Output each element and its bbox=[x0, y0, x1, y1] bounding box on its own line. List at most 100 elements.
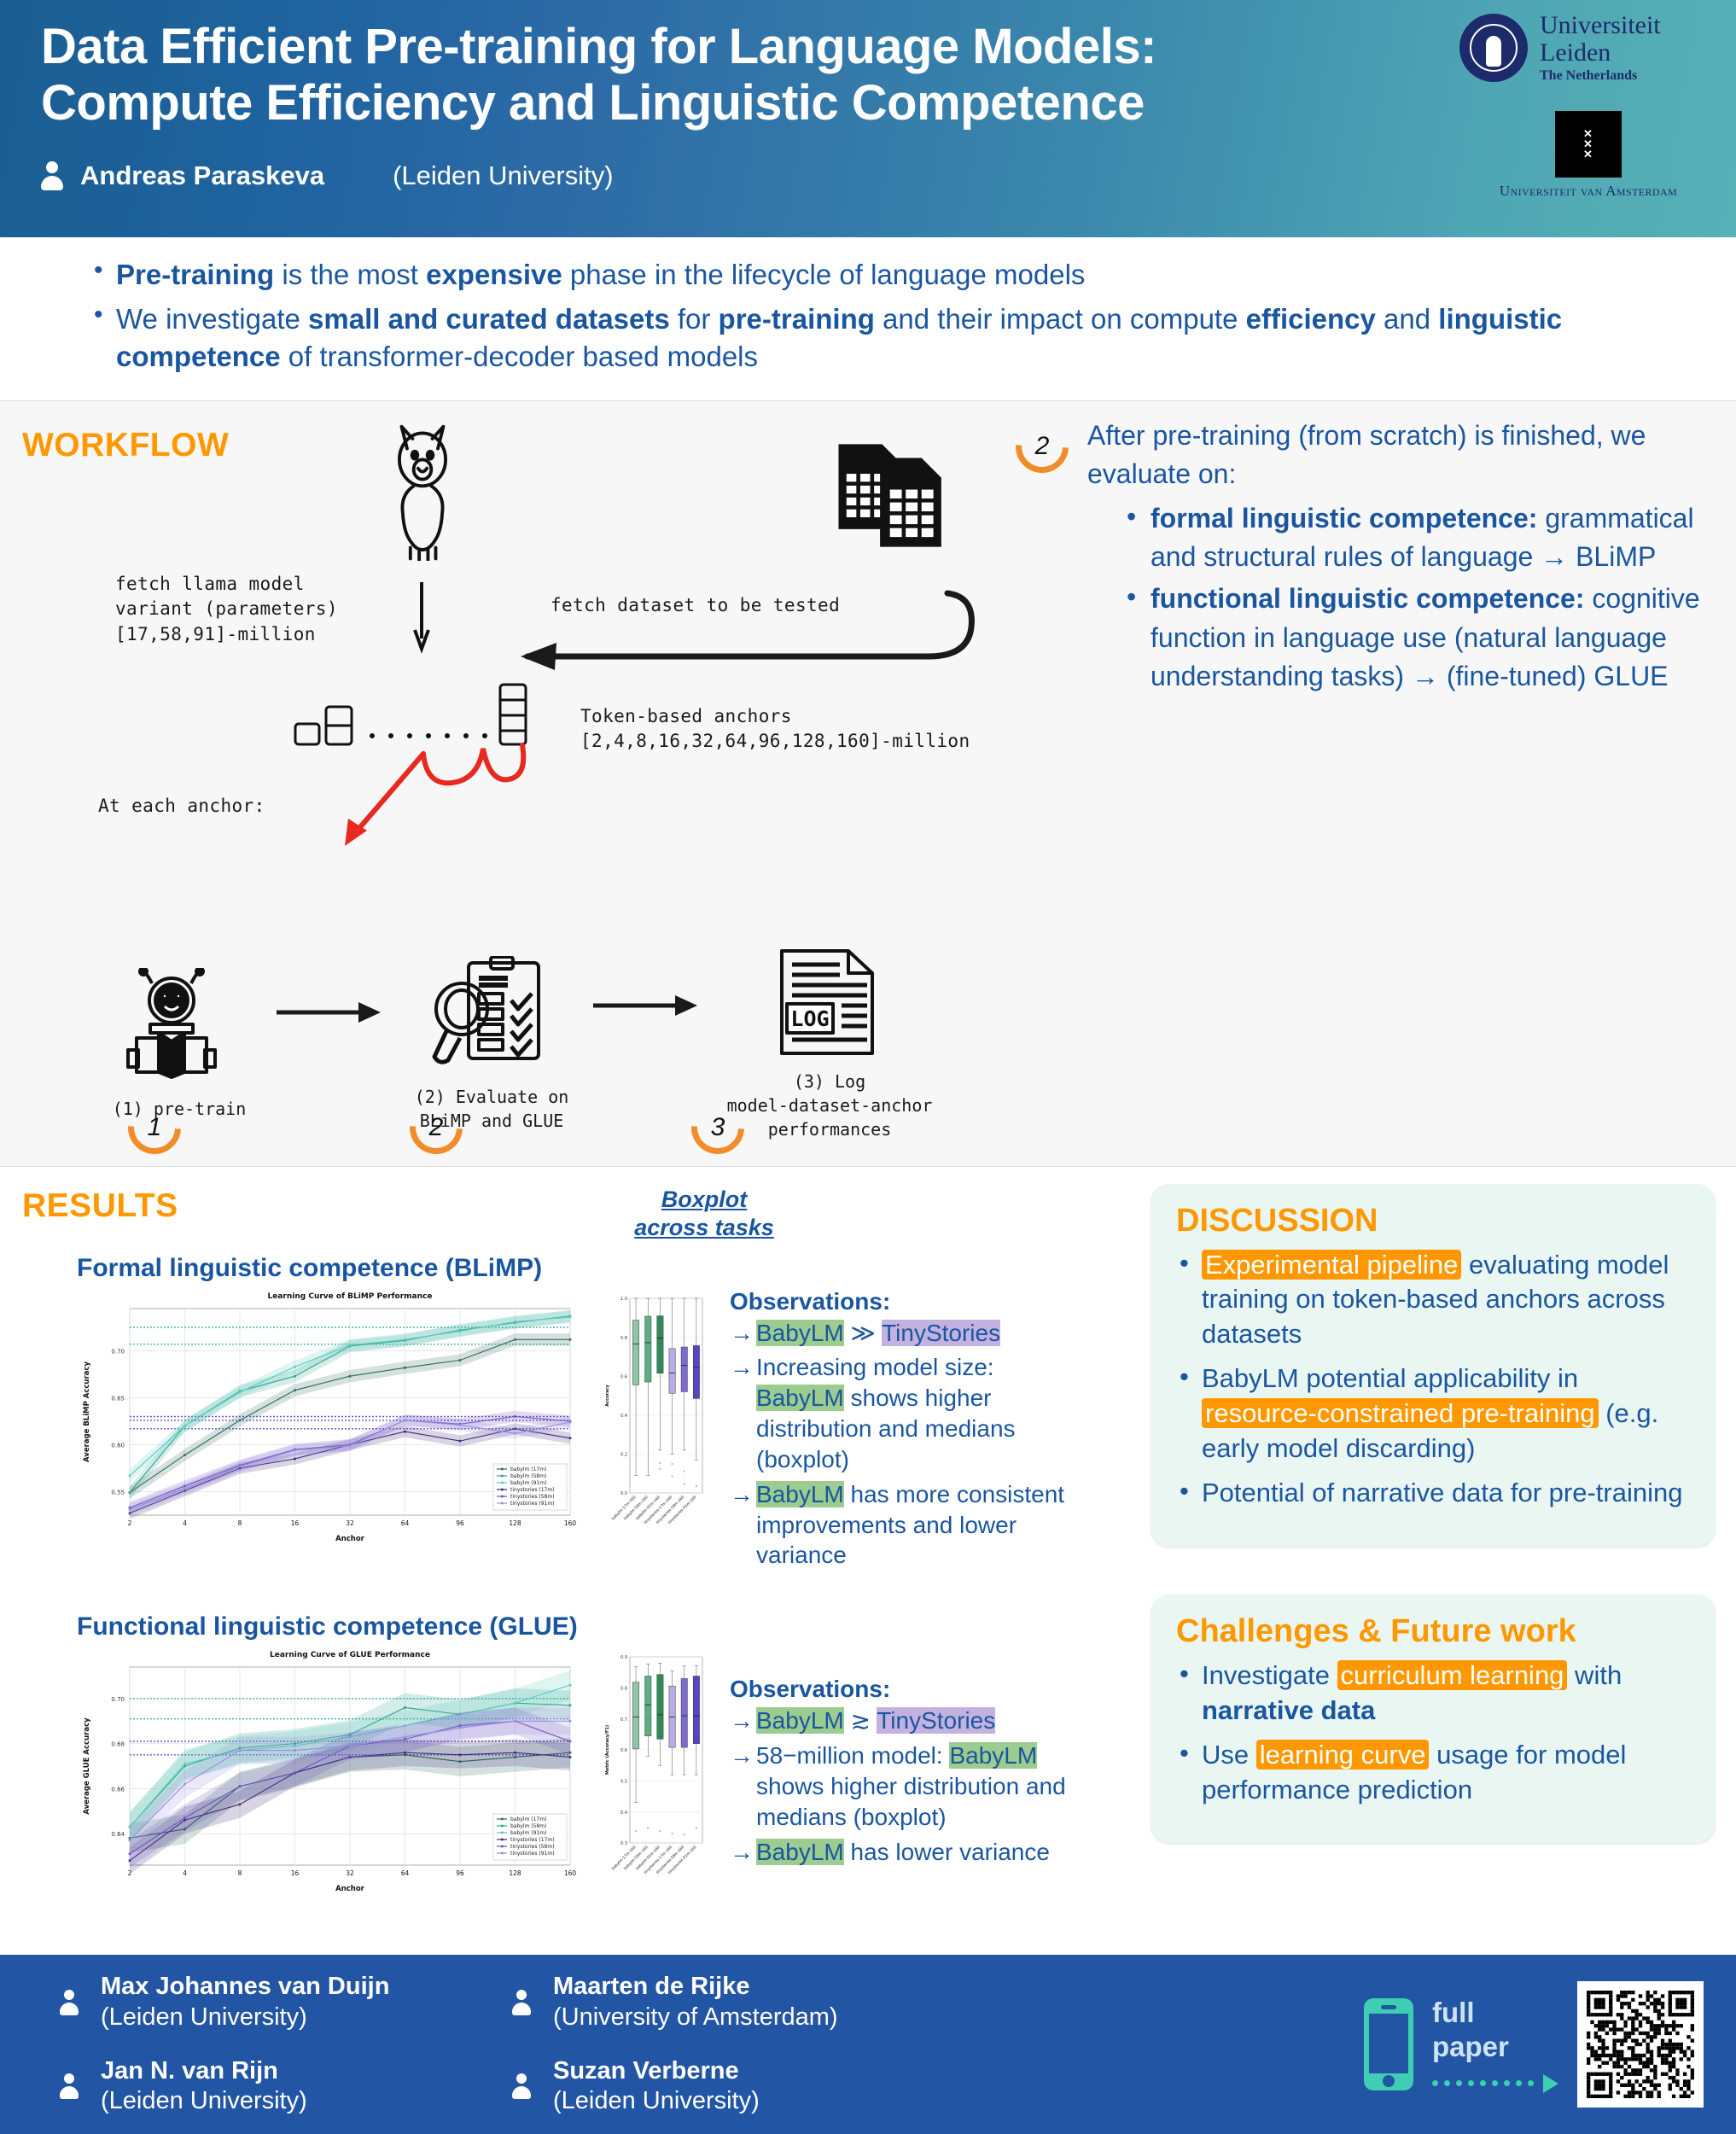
person-icon bbox=[60, 1989, 79, 2015]
discussion-heading: DISCUSSION bbox=[1176, 1202, 1378, 1239]
dataset-documents-icon bbox=[838, 443, 941, 547]
future-work-heading: Challenges & Future work bbox=[1176, 1612, 1576, 1649]
glue-boxplot-chart: 0.30.40.50.60.70.80.9babylm-17m-160babyl… bbox=[605, 1655, 703, 1875]
blimp-observations: Observations: → BabyLM ≫ TinyStories → Incr… bbox=[730, 1288, 1071, 1576]
person-icon bbox=[41, 161, 63, 191]
svg-text:8: 8 bbox=[238, 1519, 242, 1527]
intro-bullet: Pre-training is the most expensive phase… bbox=[94, 254, 1685, 294]
svg-text:128: 128 bbox=[509, 1519, 521, 1527]
qr-code[interactable] bbox=[1577, 1981, 1704, 2108]
svg-text:0.68: 0.68 bbox=[111, 1741, 125, 1748]
page-title: Data Efficient Pre-training for Language… bbox=[41, 19, 1458, 131]
boxplot-header-label: Boxplot across tasks bbox=[634, 1186, 774, 1240]
card-bullet: Potential of narrative data for pre-trai… bbox=[1176, 1474, 1690, 1511]
svg-text:0.8: 0.8 bbox=[620, 1335, 627, 1340]
results-and-discussion: RESULTS Boxplot across tasks Formal ling… bbox=[0, 1167, 1736, 1955]
svg-text:tinystories (91m): tinystories (91m) bbox=[510, 1501, 555, 1507]
leiden-logo-line2: Leiden bbox=[1540, 38, 1611, 67]
llama-icon bbox=[397, 424, 448, 561]
step-1-caption: (1) pre-train bbox=[112, 1098, 247, 1119]
svg-text:Average GLUE Accuracy: Average GLUE Accuracy bbox=[83, 1717, 91, 1815]
svg-text:0.70: 0.70 bbox=[111, 1696, 125, 1703]
coauthor-name: Suzan Verberne bbox=[553, 2057, 739, 2084]
svg-text:1.0: 1.0 bbox=[620, 1297, 627, 1302]
step-2-caption: (2) Evaluate on BLiMP and GLUE bbox=[414, 1086, 569, 1131]
observation-item: → BabyLM ≫ TinyStories bbox=[730, 1319, 1001, 1346]
svg-text:32: 32 bbox=[346, 1869, 354, 1877]
token-anchor-blocks-icon bbox=[294, 683, 527, 746]
svg-text:0.70: 0.70 bbox=[111, 1348, 125, 1355]
svg-text:tinystories (58m): tinystories (58m) bbox=[510, 1844, 555, 1850]
card-bullet: Investigate curriculum learning with nar… bbox=[1176, 1657, 1690, 1728]
svg-text:0.9: 0.9 bbox=[620, 1655, 627, 1660]
person-icon bbox=[60, 2073, 79, 2100]
svg-text:Anchor: Anchor bbox=[335, 1885, 365, 1893]
blimp-chart-heading: Formal linguistic competence (BLiMP) bbox=[77, 1253, 543, 1282]
card-bullet: Experimental pipeline evaluating model t… bbox=[1176, 1246, 1690, 1352]
svg-text:4: 4 bbox=[183, 1519, 187, 1527]
svg-text:tinystories (17m): tinystories (17m) bbox=[510, 1837, 555, 1843]
full-paper-label-1: full bbox=[1432, 1997, 1475, 2029]
workflow-section: WORKFLOW bbox=[0, 399, 1736, 1167]
coauthor-name: Maarten de Rijke bbox=[553, 1973, 750, 2001]
title-line-2: Compute Efficiency and Linguistic Compet… bbox=[41, 75, 1145, 131]
svg-text:babylm (58m): babylm (58m) bbox=[510, 1823, 546, 1829]
svg-text:4: 4 bbox=[183, 1869, 187, 1877]
svg-text:Metric (Accuracy/F1): Metric (Accuracy/F1) bbox=[605, 1725, 610, 1775]
leiden-logo-line3: The Netherlands bbox=[1540, 67, 1638, 83]
svg-text:Average BLiMP Accuracy: Average BLiMP Accuracy bbox=[83, 1361, 91, 1461]
person-icon bbox=[512, 1989, 531, 2015]
note-fetch-dataset: fetch dataset to be tested bbox=[551, 594, 841, 615]
leiden-seal-icon bbox=[1459, 13, 1528, 82]
coauthor: Suzan Verberne (Leiden University) bbox=[512, 2056, 964, 2117]
coauthor-affiliation: (Leiden University) bbox=[553, 2087, 760, 2115]
note-fetch-model: fetch llama model variant (parameters) [… bbox=[115, 573, 338, 645]
step-badge-eval: 2 bbox=[1005, 408, 1080, 484]
observation-item: → BabyLM ≳ TinyStories bbox=[730, 1707, 996, 1735]
poster-footer: Max Johannes van Duijn (Leiden University… bbox=[0, 1955, 1736, 2134]
step-badge-2: 2 bbox=[399, 1089, 474, 1165]
pipeline-icons-row: (1) pre-train bbox=[85, 947, 949, 1141]
coauthor-affiliation: (Leiden University) bbox=[101, 2003, 307, 2031]
svg-text:2: 2 bbox=[128, 1869, 132, 1877]
svg-text:tinystories (91m): tinystories (91m) bbox=[510, 1851, 555, 1857]
blimp-boxplot-chart: 0.00.20.40.60.81.0babylm-17m-160babylm-5… bbox=[605, 1297, 703, 1525]
log-icon-label: LOG bbox=[790, 1006, 829, 1031]
note-token-anchors: Token-based anchors [2,4,8,16,32,64,96,1… bbox=[580, 705, 970, 752]
step-badge-3: 3 bbox=[680, 1089, 755, 1165]
svg-text:0.3: 0.3 bbox=[620, 1841, 627, 1846]
evaluation-bullet: formal linguistic competence: grammatica… bbox=[1127, 498, 1716, 577]
svg-text:babylm (91m): babylm (91m) bbox=[510, 1480, 546, 1486]
dotted-arrow-icon bbox=[1432, 2073, 1558, 2093]
glue-chart-block: Learning Curve of GLUE Performance 0.64 0.… bbox=[77, 1647, 1140, 1898]
svg-text:0.4: 0.4 bbox=[620, 1414, 627, 1419]
right-arrow-icon-2 bbox=[593, 995, 697, 1017]
svg-text:babylm (91m): babylm (91m) bbox=[510, 1830, 546, 1836]
results-section-label: RESULTS bbox=[22, 1187, 178, 1224]
svg-text:0.66: 0.66 bbox=[111, 1787, 125, 1793]
svg-text:tinystories (17m): tinystories (17m) bbox=[510, 1487, 555, 1493]
uva-logo-caption: Universiteit van Amsterdam bbox=[1499, 182, 1678, 199]
coauthor-affiliation: (University of Amsterdam) bbox=[553, 2003, 838, 2031]
title-line-1: Data Efficient Pre-training for Language… bbox=[41, 19, 1156, 74]
svg-text:0.2: 0.2 bbox=[620, 1452, 627, 1457]
svg-text:96: 96 bbox=[456, 1519, 464, 1527]
presenting-author: Andreas Paraskeva (Leiden University) bbox=[41, 160, 1736, 191]
robot-reading-icon bbox=[126, 965, 217, 1079]
svg-text:0.55: 0.55 bbox=[111, 1489, 125, 1496]
red-pointer-arrow-icon bbox=[345, 742, 527, 846]
step-badge-1: 1 bbox=[117, 1089, 192, 1165]
leiden-logo-line1: Universiteit bbox=[1540, 11, 1661, 39]
svg-text:0.5: 0.5 bbox=[620, 1780, 627, 1785]
coauthor-grid: Max Johannes van Duijn (Leiden University… bbox=[60, 1972, 964, 2117]
svg-text:0.60: 0.60 bbox=[111, 1442, 125, 1449]
svg-text:Anchor: Anchor bbox=[335, 1535, 365, 1543]
coauthor-name: Max Johannes van Duijn bbox=[101, 1973, 390, 2001]
svg-text:16: 16 bbox=[291, 1869, 300, 1877]
svg-text:0.6: 0.6 bbox=[620, 1374, 627, 1379]
svg-text:2: 2 bbox=[128, 1519, 132, 1527]
future-work-card: Challenges & Future work Investigate cur… bbox=[1151, 1594, 1716, 1844]
glue-observations: Observations: → BabyLM ≳ TinyStories → 58−m… bbox=[730, 1676, 1071, 1871]
svg-text:tinystories (58m): tinystories (58m) bbox=[510, 1494, 555, 1500]
svg-text:128: 128 bbox=[509, 1869, 521, 1877]
